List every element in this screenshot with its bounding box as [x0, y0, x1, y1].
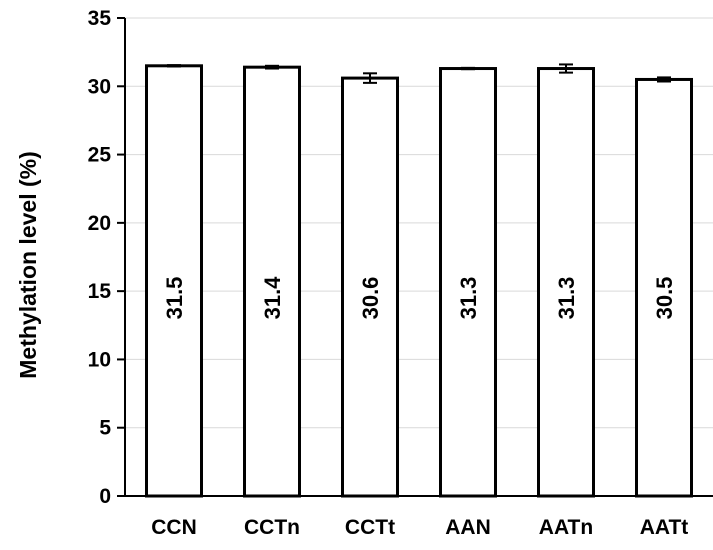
- bars: 31.5 31.4 30.6 31.3 31.3 30.5: [145, 63, 693, 498]
- y-tick-label: 35: [88, 7, 112, 30]
- y-tick-label: 10: [88, 348, 111, 371]
- bar-aatt: [635, 77, 693, 498]
- y-tick-label: 20: [88, 212, 111, 235]
- x-tick-label-aan: AAN: [445, 516, 491, 539]
- error-bar-aatn: [559, 63, 573, 74]
- x-tick-label-aatt: AATt: [640, 516, 689, 539]
- y-tick-label: 0: [99, 485, 111, 508]
- y-axis-title: Methylation level (%): [15, 151, 41, 378]
- error-bar-aatt: [657, 76, 671, 83]
- data-label-aan: 31.3: [456, 277, 481, 320]
- bar-cctt: [341, 76, 399, 498]
- bar-aan: [439, 67, 497, 498]
- data-label-aatn: 31.3: [554, 277, 579, 320]
- x-tick-label-aatn: AATn: [539, 516, 593, 539]
- x-tick-label-cctt: CCTt: [345, 516, 395, 539]
- error-bar-aan: [461, 66, 475, 71]
- error-bar-cctt: [363, 72, 377, 84]
- bar-aatn: [537, 67, 595, 498]
- data-label-cctn: 31.4: [260, 276, 285, 320]
- gridlines: [125, 17, 713, 429]
- data-label-cctt: 30.6: [358, 277, 383, 320]
- y-tick-label: 30: [88, 75, 111, 98]
- x-tick-label-ccn: CCN: [151, 516, 197, 539]
- data-label-aatt: 30.5: [652, 277, 677, 320]
- y-tick-label: 15: [88, 280, 112, 303]
- error-bar-ccn: [167, 64, 181, 68]
- axes: 0 5 10 15 20 25 30 35 CCN CCTn CCTt AAN AATn AATt: [88, 7, 713, 539]
- y-tick-label: 5: [99, 417, 111, 440]
- y-tick-label: 25: [88, 144, 112, 167]
- x-tick-label-cctn: CCTn: [244, 516, 300, 539]
- error-bar-cctn: [265, 64, 279, 70]
- data-label-ccn: 31.5: [162, 277, 187, 320]
